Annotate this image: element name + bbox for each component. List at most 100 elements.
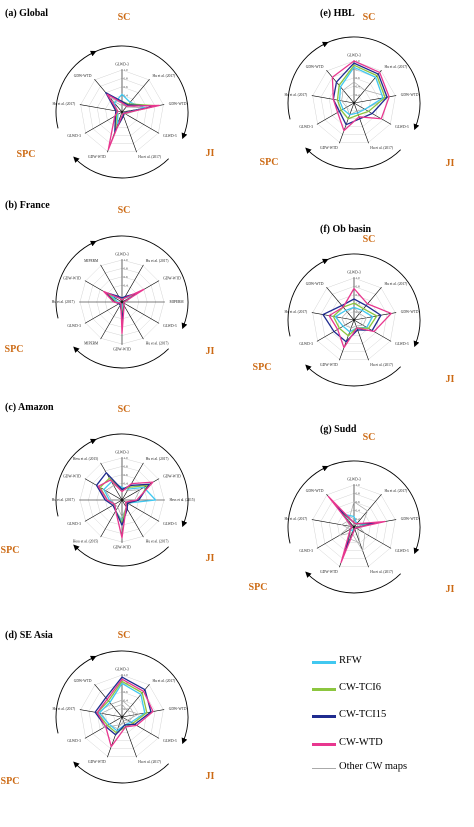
axis-label: GLWD-3 xyxy=(163,522,177,526)
axis-label: Hu et al. (2017) xyxy=(52,707,76,711)
axis-label: Hu et al. (2017) xyxy=(370,570,394,574)
axis-spoke xyxy=(353,526,392,549)
axis-label: Hu et al. (2017) xyxy=(138,155,162,159)
axis-label: GDW-WTD xyxy=(306,65,324,69)
axis-label: Hess et al. (2015) xyxy=(73,457,99,461)
axis-spoke xyxy=(84,716,123,739)
axis-label: GLWD-3 xyxy=(299,549,313,553)
radial-tick-label: 0.6 xyxy=(124,275,129,279)
direction-arrow xyxy=(73,761,169,784)
axis-label: GLWD-3 xyxy=(395,342,409,346)
radial-tick-label: 0.2 xyxy=(356,517,361,521)
legend-swatch xyxy=(312,768,336,769)
series-line xyxy=(105,485,141,518)
axis-label: Hu et al. (2017) xyxy=(385,65,409,69)
axis-label: GLWD-3 xyxy=(115,668,129,672)
group-label: JI xyxy=(446,374,455,385)
group-label: SC xyxy=(118,404,131,415)
axis-label: GDW-WTD xyxy=(113,348,131,352)
axis-label: GDW-WTD xyxy=(401,310,419,314)
radial-tick-label: 1.0 xyxy=(356,59,361,63)
series-line xyxy=(334,306,374,333)
series-line xyxy=(95,472,150,526)
radial-tick-label: 0.4 xyxy=(124,93,129,97)
group-label: SPC xyxy=(260,157,279,168)
axis-spoke xyxy=(121,716,160,739)
series-line xyxy=(106,93,160,151)
axis-label: GLWD-3 xyxy=(67,134,81,138)
radial-tick-label: 0.4 xyxy=(356,508,361,512)
grid-ring xyxy=(312,60,396,143)
axis-label: Hu et al. (2017) xyxy=(52,102,76,106)
direction-arrow xyxy=(305,571,401,594)
legend-label: CW-TCI6 xyxy=(339,682,381,693)
direction-arrow xyxy=(323,36,421,131)
legend-item: RFW xyxy=(312,655,472,669)
panel-title: (g) Sudd xyxy=(320,424,357,435)
series-line xyxy=(341,501,368,544)
series-line xyxy=(338,66,384,116)
direction-arrow xyxy=(287,465,329,544)
axis-spoke xyxy=(316,319,355,342)
legend-swatch xyxy=(312,715,336,718)
axis-label: GLWD-3 xyxy=(347,478,361,482)
grid-ring xyxy=(80,69,164,152)
grid-ring xyxy=(88,78,156,144)
axis-label: Hu et al. (2017) xyxy=(385,282,409,286)
axis-label: GDW-WTD xyxy=(88,155,106,159)
direction-arrow xyxy=(91,45,189,140)
axis-label: Hess et al. (2015) xyxy=(169,498,195,502)
axis-spoke xyxy=(84,301,123,324)
radial-tick-label: 1.0 xyxy=(124,673,129,677)
axis-label: GLWD-3 xyxy=(299,125,313,129)
series-line xyxy=(100,704,139,730)
direction-arrow xyxy=(323,460,421,555)
radial-tick-label: 0.8 xyxy=(124,267,129,271)
series-line xyxy=(336,64,386,120)
axis-spoke xyxy=(79,709,123,718)
axis-spoke xyxy=(311,519,355,528)
axis-label: Hu et al. (2017) xyxy=(370,363,394,367)
group-label: JI xyxy=(446,158,455,169)
axis-label: GLWD-3 xyxy=(395,125,409,129)
direction-arrow xyxy=(55,50,97,129)
axis-label: GLWD-3 xyxy=(67,324,81,328)
axis-label: Hu et al. (2017) xyxy=(146,457,170,461)
axis-spoke xyxy=(339,102,355,144)
axis-spoke xyxy=(121,111,160,134)
legend-swatch xyxy=(312,743,336,746)
axis-spoke xyxy=(353,95,397,104)
series-line xyxy=(103,288,145,335)
axis-label: GLWD-3 xyxy=(163,134,177,138)
axis-label: GDW-WTD xyxy=(306,489,324,493)
direction-arrow xyxy=(305,147,401,170)
axis-label: MIPERM xyxy=(84,259,99,263)
radial-tick-label: 0.6 xyxy=(124,473,129,477)
axis-spoke xyxy=(316,102,355,125)
group-label: SC xyxy=(363,12,376,23)
axis-spoke xyxy=(353,493,382,528)
group-label: SC xyxy=(118,205,131,216)
radial-tick-label: 1.0 xyxy=(356,483,361,487)
radial-tick-label: 0.6 xyxy=(124,690,129,694)
series-line xyxy=(97,479,154,539)
direction-arrow xyxy=(73,544,169,567)
direction-arrow xyxy=(55,655,97,734)
grid-ring xyxy=(96,86,148,136)
axis-label: Hu et al. (2017) xyxy=(52,300,76,304)
grid-ring xyxy=(80,674,164,757)
axis-label: Hu et al. (2017) xyxy=(153,74,177,78)
axis-label: Hu et al. (2017) xyxy=(52,498,76,502)
group-label: SC xyxy=(363,234,376,245)
radial-tick-label: 0.4 xyxy=(124,481,129,485)
axis-label: GLWD-3 xyxy=(347,271,361,275)
series-line xyxy=(328,287,392,349)
series-line xyxy=(341,81,390,116)
axis-spoke xyxy=(84,499,123,522)
axis-label: Hu et al. (2017) xyxy=(284,517,308,521)
direction-arrow xyxy=(91,235,189,330)
axis-label: GDW-WTD xyxy=(74,74,92,78)
grid-ring xyxy=(320,286,388,352)
